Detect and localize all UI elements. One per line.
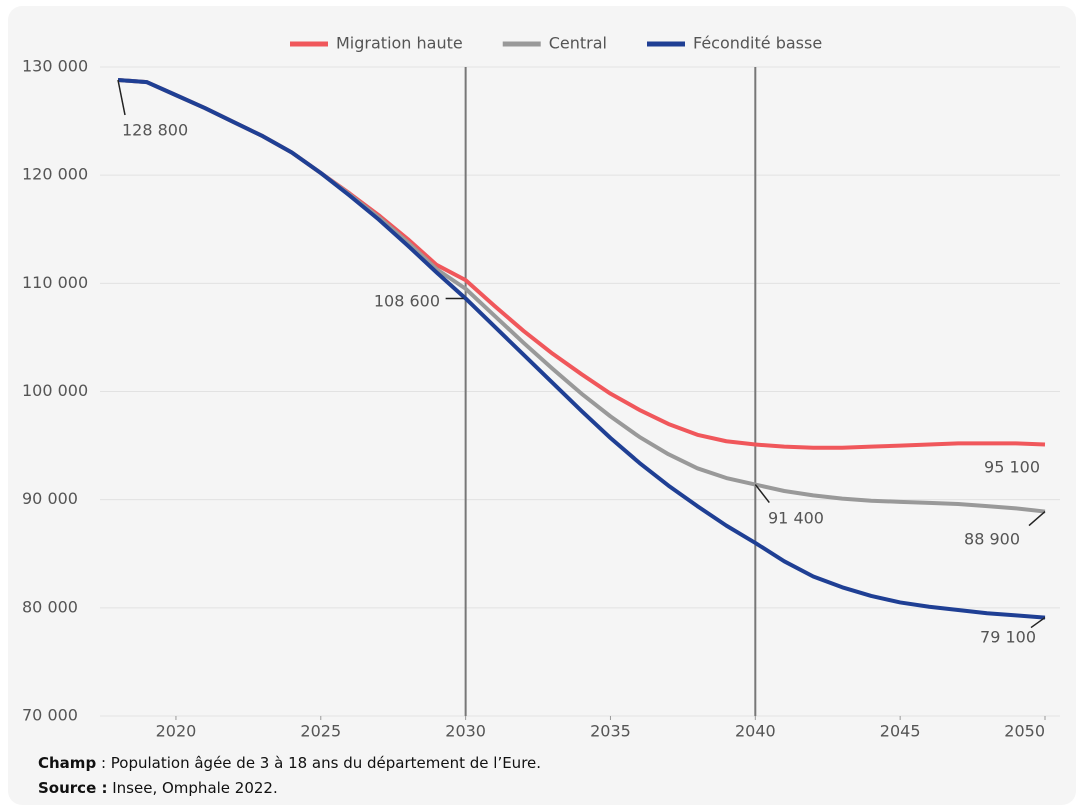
y-tick-label: 120 000 <box>22 165 88 184</box>
legend-label: Fécondité basse <box>693 34 822 53</box>
x-tick-label: 2045 <box>880 722 921 741</box>
x-tick-label: 2040 <box>735 722 776 741</box>
annotation-leader <box>1028 511 1046 527</box>
x-tick-label: 2050 <box>1004 722 1045 741</box>
note-bold: Champ <box>38 754 96 772</box>
note-text: Insee, Omphale 2022. <box>107 779 277 797</box>
x-tick-label: 2035 <box>590 722 631 741</box>
annotation-leader <box>117 79 126 116</box>
note: Champ : Population âgée de 3 à 18 ans du… <box>38 754 541 772</box>
annotation-leader <box>754 484 770 503</box>
y-tick-label: 110 000 <box>22 273 88 292</box>
annotation-label: 79 100 <box>980 628 1036 647</box>
annotation-label: 95 100 <box>984 458 1040 477</box>
annotation-label: 91 400 <box>768 509 824 528</box>
legend-label: Central <box>549 34 607 53</box>
note: Source : Insee, Omphale 2022. <box>38 779 278 797</box>
panel <box>8 6 1076 805</box>
series-line <box>117 77 1046 620</box>
x-tick-label: 2025 <box>300 722 341 741</box>
x-tick-label: 2030 <box>445 722 486 741</box>
y-tick-label: 130 000 <box>22 57 88 76</box>
y-tick-label: 100 000 <box>22 381 88 400</box>
y-tick-label: 80 000 <box>22 597 78 616</box>
note-bold: Source : <box>38 779 107 797</box>
note-text: : Population âgée de 3 à 18 ans du dépar… <box>96 754 541 772</box>
annotation-label: 108 600 <box>374 292 440 311</box>
annotation-label: 88 900 <box>964 530 1020 549</box>
y-tick-label: 70 000 <box>22 706 78 725</box>
y-tick-label: 90 000 <box>22 489 78 508</box>
annotation-leader <box>1030 616 1046 629</box>
x-tick-label: 2020 <box>156 722 197 741</box>
legend-label: Migration haute <box>336 34 463 53</box>
annotation-label: 128 800 <box>122 121 188 140</box>
